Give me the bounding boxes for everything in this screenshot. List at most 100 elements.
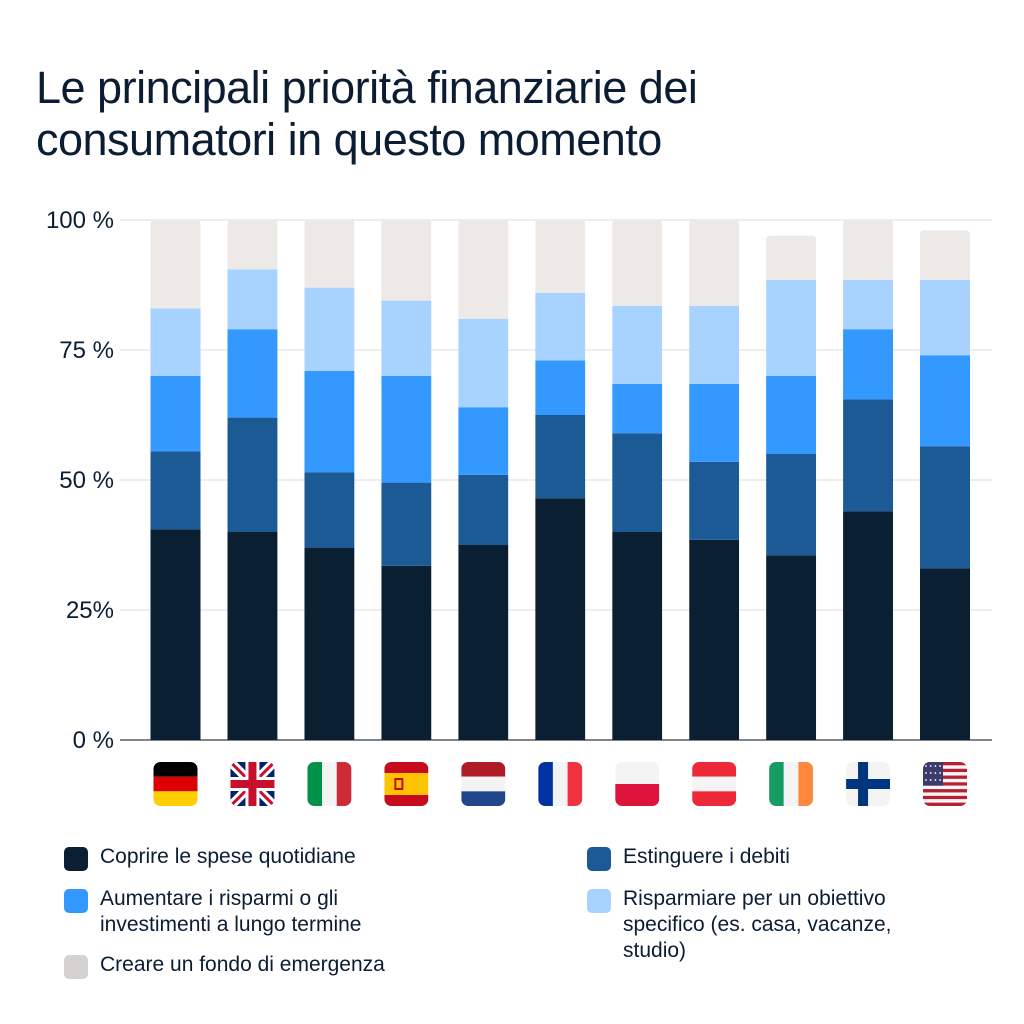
legend-item-specific-goal: Risparmiare per un obiettivo specifico (…: [587, 886, 967, 964]
y-tick-label: 100 %: [46, 207, 114, 234]
bar-stack-irlanda: [766, 235, 817, 740]
it-flag-icon: [307, 762, 352, 806]
fr-flag-icon: [538, 762, 583, 806]
bar-segment: [227, 417, 278, 532]
bar-segment: [843, 220, 894, 280]
bar-segment: [381, 376, 432, 483]
bar-segment: [689, 461, 740, 540]
bar-segment: [458, 407, 509, 475]
bar-segment: [535, 220, 586, 293]
bar-stack-germania: [150, 220, 201, 740]
bar-segment: [612, 305, 663, 384]
bar-segment: [920, 230, 970, 280]
bar-segment: [689, 305, 740, 384]
legend-swatch-daily-expenses: [64, 847, 88, 871]
bar-segment: [535, 292, 586, 361]
bar-segment: [612, 383, 663, 434]
y-tick-label: 50 %: [59, 467, 114, 494]
bar-segment: [766, 555, 817, 740]
us-flag-icon: [923, 762, 967, 806]
bar-segment: [458, 220, 509, 319]
bar-segment: [304, 547, 355, 740]
chart-legend: Coprire le spese quotidiane Estinguere i…: [64, 840, 964, 1010]
legend-swatch-pay-off-debts: [587, 847, 611, 871]
bar-segment: [766, 454, 817, 556]
bar-segment: [458, 318, 509, 408]
bar-segment: [766, 279, 817, 376]
bar-segment: [843, 511, 894, 740]
legend-label-emergency-fund: Creare un fondo di emergenza: [100, 953, 385, 976]
bar-segment: [920, 446, 970, 569]
bar-segment: [381, 565, 432, 740]
chart-title-line-1: Le principali priorità finanziarie dei: [36, 62, 698, 113]
bar-segment: [150, 308, 201, 376]
bar-segment: [689, 383, 740, 462]
bar-segment: [304, 220, 355, 288]
chart-title: Le principali priorità finanziarie dei c…: [36, 62, 936, 166]
bar-segment: [381, 220, 432, 301]
bar-segment: [381, 300, 432, 376]
bar-segment: [920, 279, 970, 356]
bar-stack-spagna: [381, 220, 432, 740]
legend-label-daily-expenses: Coprire le spese quotidiane: [100, 845, 356, 868]
legend-swatch-emergency-fund: [64, 955, 88, 979]
bar-segment: [227, 269, 278, 330]
bar-segment: [843, 329, 894, 400]
bar-stack-francia: [535, 220, 586, 740]
bar-segment: [150, 220, 201, 309]
bar-segment: [612, 532, 663, 740]
bar-segment: [612, 433, 663, 532]
bar-stack-austria: [689, 220, 740, 740]
bar-segment: [535, 360, 586, 415]
pl-flag-icon: [615, 762, 660, 806]
bar-segment: [381, 482, 432, 566]
bar-segment: [150, 529, 201, 740]
bar-segment: [227, 329, 278, 418]
legend-label-specific-goal: Risparmiare per un obiettivo specifico (…: [623, 887, 892, 962]
stacked-bar-chart: 0 % 25% 50 % 75 % 100 %: [46, 207, 992, 806]
y-tick-label: 75 %: [59, 337, 114, 364]
bar-stack-polonia: [612, 220, 663, 740]
bar-segment: [227, 532, 278, 740]
fi-flag-icon: [846, 762, 891, 806]
y-tick-label: 0 %: [73, 727, 114, 754]
bar-segment: [612, 220, 663, 306]
gb-flag-icon: [230, 762, 275, 806]
nl-flag-icon: [461, 762, 506, 806]
es-flag-icon: [384, 762, 429, 806]
bar-segment: [227, 220, 278, 270]
bar-segment: [535, 498, 586, 740]
legend-item-emergency-fund: Creare un fondo di emergenza: [64, 952, 534, 979]
bar-stack-paesi-bassi: [458, 220, 509, 740]
y-tick-label: 25%: [66, 597, 114, 624]
bar-segment: [304, 287, 355, 371]
bar-segment: [304, 472, 355, 548]
legend-label-pay-off-debts: Estinguere i debiti: [623, 845, 790, 868]
bar-stack-regno-unito: [227, 220, 278, 740]
legend-swatch-specific-goal: [587, 889, 611, 913]
bar-segment: [843, 399, 894, 512]
de-flag-icon: [153, 762, 198, 806]
legend-swatch-long-term-savings: [64, 889, 88, 913]
bar-segment: [689, 539, 740, 740]
bar-segment: [920, 568, 970, 740]
legend-item-daily-expenses: Coprire le spese quotidiane: [64, 844, 534, 871]
bar-stack-finlandia: [843, 220, 894, 740]
bar-stack-italia: [304, 220, 355, 740]
legend-label-long-term-savings: Aumentare i risparmi o gli investimenti …: [100, 887, 362, 936]
bar-segment: [150, 451, 201, 530]
bar-stack-stati-uniti: [920, 230, 970, 740]
bar-segment: [458, 545, 509, 740]
ie-flag-icon: [769, 762, 814, 806]
bar-segment: [766, 376, 817, 454]
bar-segment: [150, 376, 201, 452]
bar-segment: [689, 220, 740, 306]
bar-segment: [304, 370, 355, 473]
bar-segment: [535, 415, 586, 499]
chart-title-line-2: consumatori in questo momento: [36, 114, 662, 165]
bar-segment: [920, 355, 970, 447]
bar-segment: [843, 279, 894, 330]
at-flag-icon: [692, 762, 737, 806]
legend-item-long-term-savings: Aumentare i risparmi o gli investimenti …: [64, 886, 534, 938]
legend-item-pay-off-debts: Estinguere i debiti: [587, 844, 967, 871]
